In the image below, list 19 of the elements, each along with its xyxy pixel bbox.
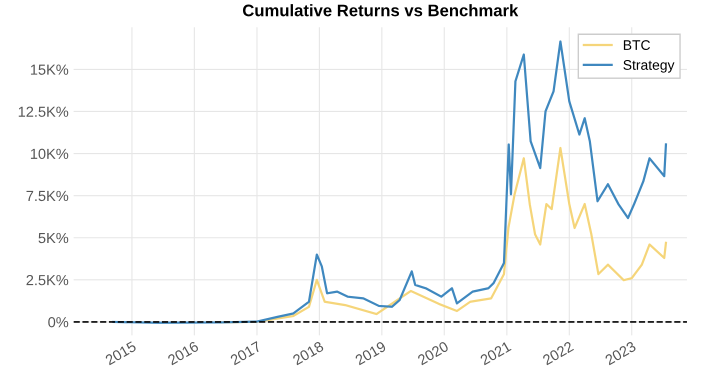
y-tick-label: 2.5K% — [26, 274, 68, 286]
y-tick-label: 5K% — [38, 232, 68, 244]
chart-title: Cumulative Returns vs Benchmark — [242, 4, 518, 16]
legend-label: Strategy — [623, 60, 674, 73]
y-tick-label: 7.5K% — [26, 190, 68, 202]
x-tick-label: 2021 — [480, 340, 512, 366]
legend-label: BTC — [624, 40, 650, 50]
y-tick-label: 10K% — [30, 148, 68, 159]
x-tick-label: 2017 — [230, 340, 262, 366]
x-tick-label: 2023 — [604, 340, 637, 366]
y-tick-label: 0% — [48, 317, 68, 328]
x-tick-label: 2019 — [354, 340, 387, 366]
x-tick-label: 2022 — [542, 340, 574, 366]
x-tick-label: 2015 — [104, 340, 137, 366]
x-tick-label: 2020 — [417, 340, 450, 366]
x-tick-label: 2016 — [167, 340, 200, 366]
x-tick-label: 2018 — [292, 340, 324, 366]
y-tick-label: 12.5K% — [18, 106, 68, 117]
y-tick-label: 15K% — [30, 64, 68, 75]
